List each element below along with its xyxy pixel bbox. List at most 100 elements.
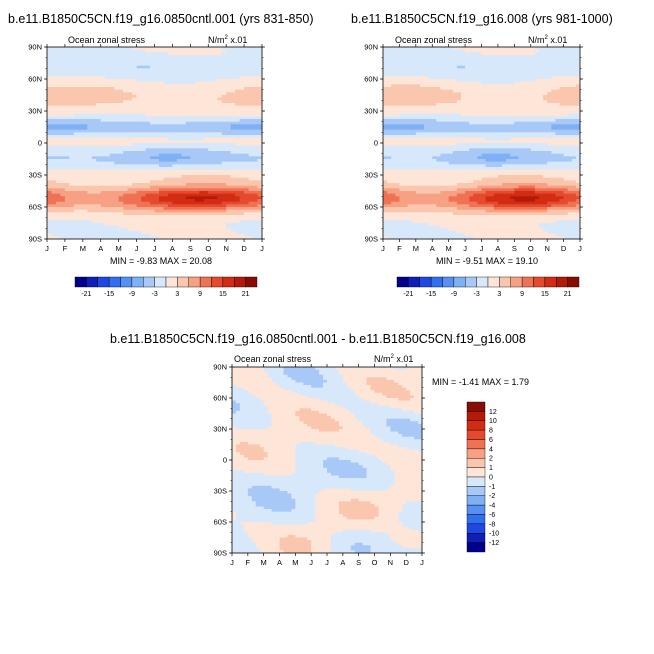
field-cell: [69, 199, 75, 203]
field-cell: [244, 201, 250, 205]
field-cell: [522, 57, 528, 61]
field-cell: [567, 121, 573, 125]
field-cell: [132, 153, 138, 157]
field-cell: [114, 177, 120, 181]
field-cell: [538, 76, 544, 80]
field-cell: [163, 127, 169, 131]
field-cell: [55, 191, 62, 195]
field-cell: [244, 151, 250, 155]
field-cell: [563, 60, 569, 64]
field-cell: [230, 223, 236, 227]
field-cell: [78, 57, 84, 61]
field-cell: [136, 236, 142, 239]
field-cell: [96, 129, 102, 133]
field-cell: [123, 68, 129, 72]
field-cell: [203, 233, 209, 237]
field-cell: [150, 225, 156, 229]
field-cell: [436, 103, 442, 107]
field-cell: [244, 183, 250, 187]
field-cell: [571, 97, 577, 101]
field-cell: [248, 191, 254, 195]
field-cell: [158, 100, 165, 104]
field-cell: [47, 207, 53, 211]
field-cell: [203, 105, 209, 109]
field-cell: [212, 81, 218, 85]
field-cell: [163, 185, 169, 189]
field-cell: [383, 92, 388, 96]
field-cell: [244, 204, 250, 208]
field-cell: [190, 220, 196, 224]
field-cell: [383, 68, 388, 72]
field-cell: [407, 89, 413, 93]
field-cell: [141, 199, 147, 203]
field-cell: [154, 119, 160, 123]
field-cell: [526, 121, 532, 125]
field-cell: [60, 207, 66, 211]
field-cell: [235, 108, 241, 112]
field-cell: [100, 89, 106, 93]
field-cell: [208, 199, 214, 203]
field-cell: [230, 52, 236, 56]
field-cell: [87, 204, 93, 208]
field-cell: [69, 177, 75, 181]
field-cell: [167, 97, 174, 101]
field-cell: [424, 92, 429, 96]
field-cell: [73, 153, 79, 157]
field-cell: [87, 185, 93, 189]
field-cell: [194, 95, 200, 99]
field-cell: [194, 108, 200, 112]
field-cell: [244, 180, 250, 184]
field-cell: [194, 116, 200, 120]
field-cell: [100, 63, 106, 67]
field-cell: [163, 209, 169, 213]
field-cell: [150, 108, 156, 112]
field-cell: [185, 188, 191, 192]
field-cell: [185, 177, 191, 181]
field-cell: [136, 95, 142, 99]
field-cell: [114, 164, 120, 168]
field-cell: [226, 73, 232, 77]
field-cell: [387, 57, 392, 61]
field-cell: [78, 68, 84, 72]
field-cell: [235, 217, 241, 221]
field-cell: [248, 199, 254, 203]
field-cell: [235, 236, 241, 239]
field-cell: [47, 103, 53, 107]
field-cell: [69, 135, 75, 139]
field-cell: [497, 57, 503, 61]
field-cell: [51, 175, 57, 179]
field-cell: [248, 124, 254, 128]
field-cell: [114, 220, 120, 224]
field-cell: [163, 225, 169, 229]
field-cell: [158, 111, 165, 115]
field-cell: [244, 119, 250, 123]
field-cell: [253, 159, 259, 163]
field-cell: [395, 76, 401, 80]
field-cell: [244, 209, 250, 213]
field-cell: [526, 63, 532, 67]
field-cell: [69, 132, 75, 136]
field-cell: [469, 100, 474, 104]
field-cell: [436, 55, 442, 59]
field-cell: [127, 97, 133, 101]
field-cell: [60, 196, 66, 200]
field-cell: [477, 65, 483, 69]
field-cell: [96, 100, 102, 104]
field-cell: [194, 183, 200, 187]
field-cell: [123, 60, 129, 64]
field-cell: [181, 137, 187, 141]
field-cell: [518, 47, 524, 51]
field-cell: [473, 52, 478, 56]
field-cell: [136, 145, 142, 149]
field-cell: [510, 121, 515, 125]
field-cell: [571, 119, 577, 123]
field-cell: [141, 111, 147, 115]
field-cell: [497, 100, 503, 104]
field-cell: [158, 63, 165, 67]
field-cell: [440, 52, 446, 56]
field-cell: [221, 177, 227, 181]
field-cell: [167, 132, 174, 136]
field-cell: [244, 191, 250, 195]
field-cell: [481, 121, 487, 125]
field-cell: [221, 204, 227, 208]
